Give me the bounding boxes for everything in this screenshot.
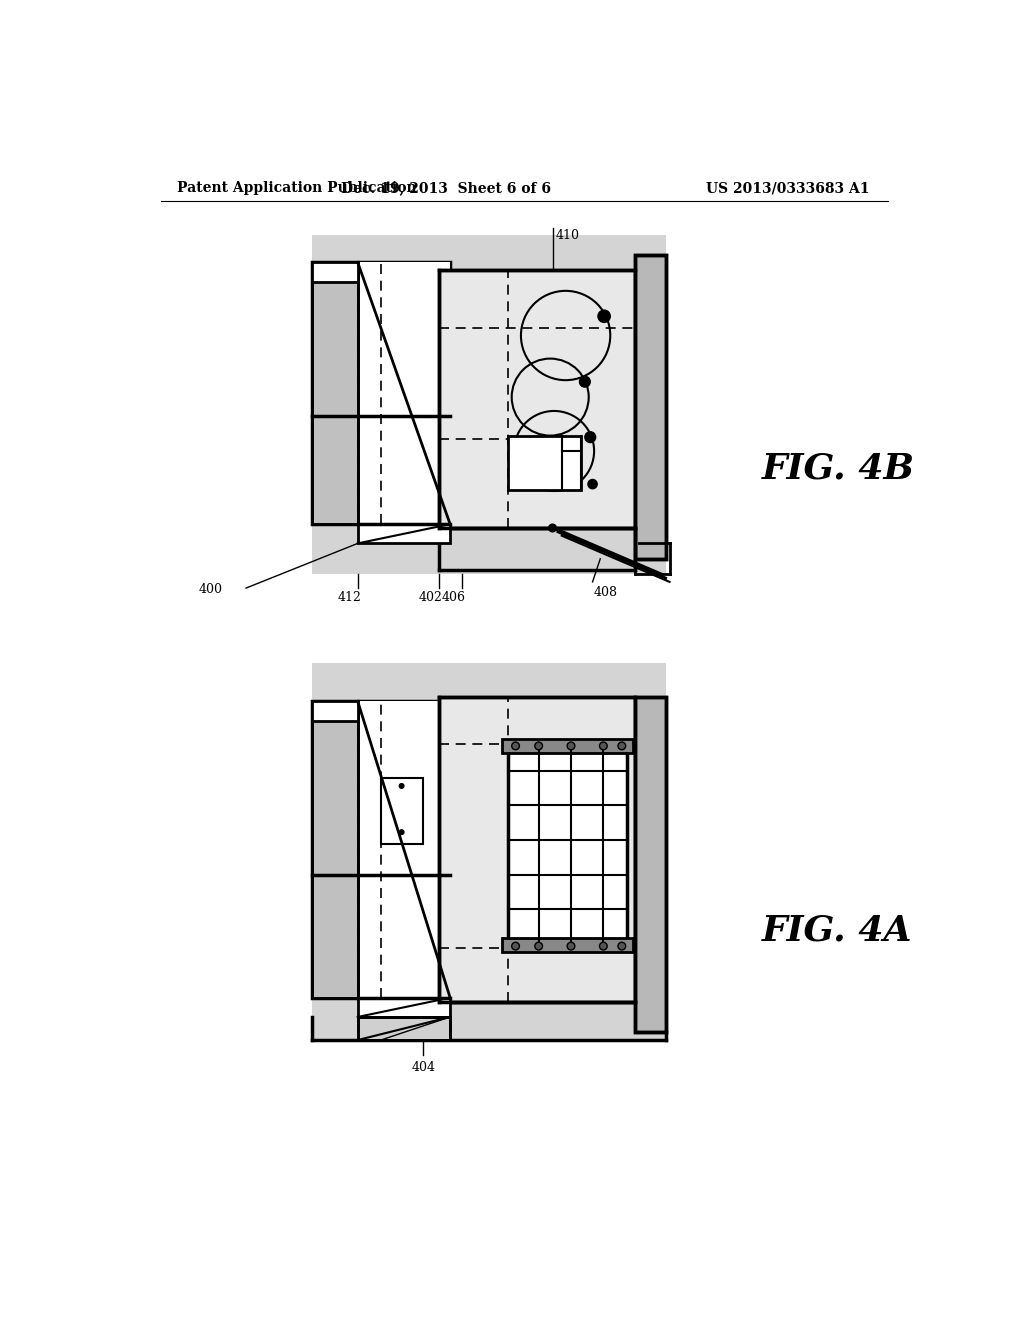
Circle shape	[580, 376, 590, 387]
Bar	[635, 255, 666, 558]
Bar	[503, 739, 634, 752]
Bar	[311, 263, 357, 524]
Text: 402: 402	[419, 591, 442, 605]
Bar	[357, 524, 451, 544]
Bar	[311, 235, 666, 574]
Circle shape	[598, 310, 610, 322]
Circle shape	[512, 942, 519, 950]
Circle shape	[567, 742, 574, 750]
Bar	[311, 263, 357, 524]
Circle shape	[535, 742, 543, 750]
Bar	[438, 271, 635, 528]
Bar	[381, 779, 423, 843]
Bar	[357, 998, 451, 1016]
Circle shape	[399, 784, 403, 788]
Circle shape	[588, 479, 597, 488]
Text: Patent Application Publication: Patent Application Publication	[177, 181, 417, 195]
Bar	[438, 697, 635, 1002]
Text: 412: 412	[338, 591, 361, 605]
Bar	[508, 747, 628, 944]
Circle shape	[599, 742, 607, 750]
Bar	[357, 1016, 451, 1040]
Circle shape	[567, 942, 574, 950]
Bar	[635, 255, 666, 558]
Bar	[311, 701, 357, 998]
Bar	[635, 697, 666, 1032]
Circle shape	[585, 432, 596, 442]
Bar	[357, 263, 451, 524]
Bar	[311, 663, 666, 1040]
Bar	[635, 697, 666, 1032]
Text: 404: 404	[412, 1061, 435, 1074]
Circle shape	[549, 524, 556, 532]
Bar	[503, 937, 634, 952]
Circle shape	[512, 742, 519, 750]
Bar	[357, 701, 451, 998]
Text: 400: 400	[199, 583, 223, 597]
Bar	[508, 436, 581, 490]
Text: FIG. 4B: FIG. 4B	[762, 451, 914, 486]
Circle shape	[535, 942, 543, 950]
Text: US 2013/0333683 A1: US 2013/0333683 A1	[707, 181, 869, 195]
Bar	[311, 263, 451, 524]
Bar	[311, 263, 357, 281]
Bar	[311, 701, 357, 721]
Text: Dec. 19, 2013  Sheet 6 of 6: Dec. 19, 2013 Sheet 6 of 6	[341, 181, 551, 195]
Text: FIG. 4A: FIG. 4A	[762, 913, 911, 948]
Text: 406: 406	[442, 591, 466, 605]
Bar	[357, 1016, 451, 1040]
Bar	[311, 701, 357, 998]
Circle shape	[617, 942, 626, 950]
Circle shape	[617, 742, 626, 750]
Bar	[311, 701, 451, 998]
Text: 410: 410	[556, 230, 580, 243]
Circle shape	[599, 942, 607, 950]
Circle shape	[399, 830, 403, 834]
Text: 408: 408	[594, 586, 618, 599]
